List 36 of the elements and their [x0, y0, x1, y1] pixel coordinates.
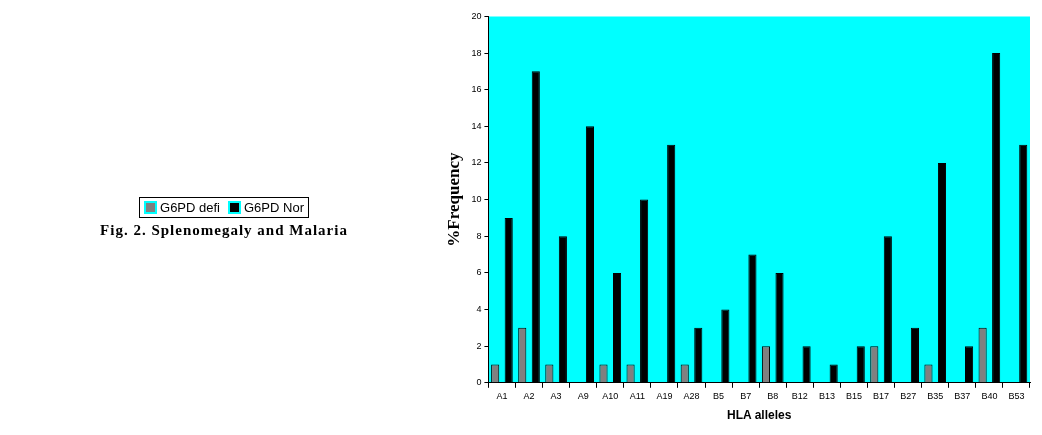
x-tick-label: B53 — [1008, 390, 1025, 401]
x-tick-label: B8 — [767, 390, 779, 401]
x-tick-label: B35 — [927, 390, 944, 401]
x-tick-label: A11 — [629, 390, 646, 401]
y-tick-label: 14 — [471, 120, 482, 131]
x-tick-label: B13 — [818, 390, 835, 401]
y-tick-label: 20 — [471, 10, 482, 21]
x-axis-title: HLA alleles — [727, 408, 792, 423]
x-tick-label: A3 — [550, 390, 562, 401]
y-tick-label: 0 — [476, 377, 482, 388]
y-tick-label: 8 — [476, 230, 482, 241]
x-tick-label: A10 — [602, 390, 619, 401]
y-tick-label: 2 — [476, 340, 482, 351]
x-tick-label: A1 — [496, 390, 508, 401]
legend-label: G6PD defi — [160, 199, 220, 215]
x-tick-label: B17 — [873, 390, 890, 401]
x-tick-label: B12 — [791, 390, 808, 401]
y-tick-label: 16 — [471, 84, 482, 95]
y-tick-label: 10 — [471, 194, 482, 205]
y-tick-label: 6 — [476, 267, 482, 278]
x-tick-label: B27 — [900, 390, 917, 401]
x-tick-label: A19 — [656, 390, 673, 401]
x-tick-label: B5 — [713, 390, 725, 401]
y-tick-label: 12 — [471, 157, 482, 168]
x-tick-label: B15 — [845, 390, 862, 401]
x-tick-label: B37 — [954, 390, 971, 401]
x-tick-label: A2 — [523, 390, 535, 401]
y-tick-label: 4 — [476, 304, 482, 314]
y-axis-title: %Frequency — [443, 152, 463, 247]
x-tick-label: B40 — [981, 390, 998, 401]
x-tick-label: A28 — [683, 390, 700, 401]
legend-label: G6PD Nor — [244, 199, 304, 215]
text: Fig. 2. Splenomegaly and Malaria — [100, 221, 348, 239]
y-tick-label: 18 — [471, 47, 482, 58]
x-tick-label: A9 — [577, 390, 589, 401]
x-tick-label: B7 — [740, 390, 752, 401]
